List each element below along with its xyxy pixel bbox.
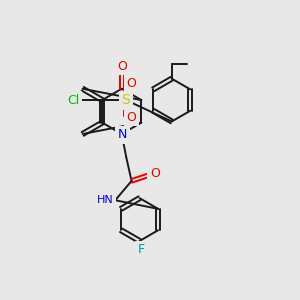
Text: Cl: Cl [67,94,80,106]
Text: O: O [126,76,136,90]
Text: O: O [150,167,160,180]
Text: HN: HN [97,195,114,205]
Text: S: S [122,93,130,107]
Text: O: O [126,110,136,124]
Text: O: O [117,60,127,73]
Text: N: N [118,128,127,141]
Text: F: F [137,243,145,256]
